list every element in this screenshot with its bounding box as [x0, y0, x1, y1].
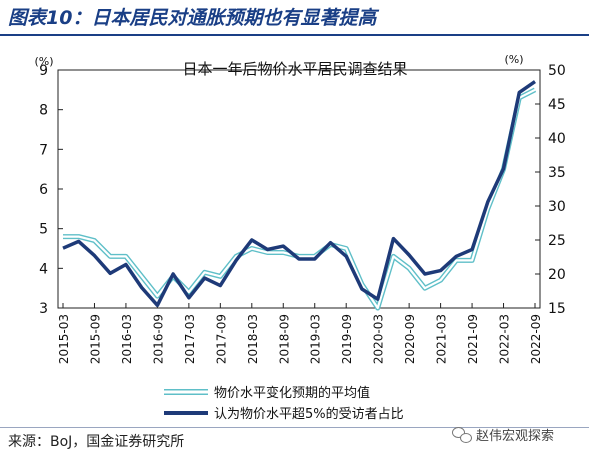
legend-label-average: 物价水平变化预期的平均值	[214, 385, 370, 401]
y-left-tick-label: 7	[39, 142, 48, 158]
x-tick-label: 2021-03	[435, 314, 449, 364]
x-tick-label: 2015-09	[88, 314, 102, 364]
y-left-tick-label: 6	[39, 182, 48, 198]
x-tick-label: 2019-03	[309, 314, 323, 364]
figure-title: 图表10：日本居民对通胀预期也有显著提高	[8, 7, 377, 29]
y-right-tick-label: 25	[548, 233, 566, 249]
x-tick-label: 2018-03	[246, 314, 260, 364]
left-axis-unit: (%)	[34, 55, 53, 68]
y-right-tick-label: 20	[548, 267, 566, 283]
watermark-text: 赵伟宏观探索	[476, 429, 555, 444]
x-tick-label: 2018-09	[277, 314, 291, 364]
y-left-tick-label: 5	[39, 222, 48, 238]
y-right-tick-label: 15	[548, 301, 566, 317]
x-tick-label: 2020-09	[403, 314, 417, 364]
x-tick-label: 2020-03	[372, 314, 386, 364]
y-right-tick-label: 35	[548, 165, 566, 181]
x-tick-label: 2021-09	[466, 314, 480, 364]
wechat-icon	[452, 426, 472, 443]
x-tick-label: 2017-03	[183, 314, 197, 364]
y-left-tick-label: 9	[39, 63, 48, 79]
x-tick-label: 2019-09	[340, 314, 354, 364]
legend-label-share: 认为物价水平超5%的受访者占比	[214, 406, 404, 422]
y-right-tick-label: 50	[548, 63, 566, 79]
right-axis-unit: (%)	[504, 53, 523, 66]
y-left-tick-label: 3	[39, 301, 48, 317]
legend: 物价水平变化预期的平均值 认为物价水平超5%的受访者占比	[164, 385, 404, 422]
y-left-tick-label: 8	[39, 103, 48, 119]
x-tick-label: 2022-03	[498, 314, 512, 364]
x-tick-label: 2015-03	[57, 314, 71, 364]
x-tick-label: 2017-09	[214, 314, 228, 364]
source-note: 来源：BoJ，国金证券研究所	[8, 434, 185, 450]
chart-title: 日本一年后物价水平居民调查结果	[182, 60, 407, 78]
y-right-tick-label: 45	[548, 97, 566, 113]
series-line-average	[63, 88, 536, 310]
x-tick-label: 2016-09	[151, 314, 165, 364]
title-divider	[0, 34, 589, 36]
x-tick-label: 2016-03	[120, 314, 134, 364]
watermark: 赵伟宏观探索	[452, 425, 554, 444]
y-left-tick-label: 4	[39, 261, 48, 277]
y-right-tick-label: 30	[548, 199, 566, 215]
source-divider	[0, 427, 589, 428]
y-right-tick-label: 40	[548, 131, 566, 147]
x-tick-label: 2022-09	[529, 314, 543, 364]
series-line-share	[62, 80, 536, 308]
